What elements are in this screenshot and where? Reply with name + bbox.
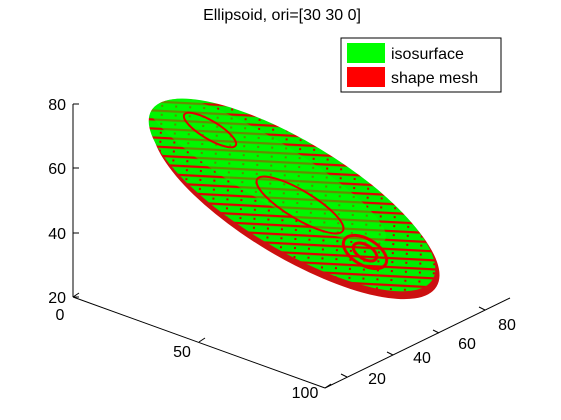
ellipsoid-surface <box>144 91 440 300</box>
legend-swatch-shape-mesh <box>347 67 385 87</box>
mesh-ring <box>351 241 379 263</box>
y-tick-mark <box>386 351 394 356</box>
x-tick-mark <box>72 292 80 298</box>
legend-label-shape-mesh: shape mesh <box>391 70 478 87</box>
chart-title: Ellipsoid, ori=[30 30 0] <box>203 7 361 24</box>
x-tick-label: 0 <box>56 307 65 324</box>
y-axis-line <box>324 297 511 389</box>
y-tick-label: 80 <box>498 317 516 334</box>
y-axis-ticks: 20 40 60 80 <box>340 306 516 388</box>
z-tick-label: 20 <box>48 290 66 307</box>
x-tick-label: 50 <box>173 344 191 361</box>
y-tick-mark <box>340 373 348 378</box>
y-tick-mark <box>432 329 440 334</box>
legend-swatch-isosurface <box>347 43 385 63</box>
x-tick-mark <box>198 337 206 343</box>
z-tick-label: 40 <box>48 226 66 243</box>
x-axis-line <box>72 296 326 389</box>
mesh-ring <box>341 233 389 271</box>
y-tick-mark <box>478 306 486 311</box>
x-tick-label: 100 <box>292 385 319 402</box>
y-tick-label: 40 <box>413 350 431 367</box>
mesh-ring <box>182 111 238 149</box>
z-tick-label: 60 <box>48 161 66 178</box>
legend: isosurface shape mesh <box>340 37 502 93</box>
y-tick-label: 20 <box>368 371 386 388</box>
legend-label-isosurface: isosurface <box>391 46 464 63</box>
y-tick-label: 60 <box>458 336 476 353</box>
mesh-ring <box>255 175 345 235</box>
z-axis-ticks: 80 60 40 20 <box>48 97 79 307</box>
x-axis-ticks: 0 50 100 <box>56 292 332 402</box>
z-tick-label: 80 <box>48 97 66 114</box>
